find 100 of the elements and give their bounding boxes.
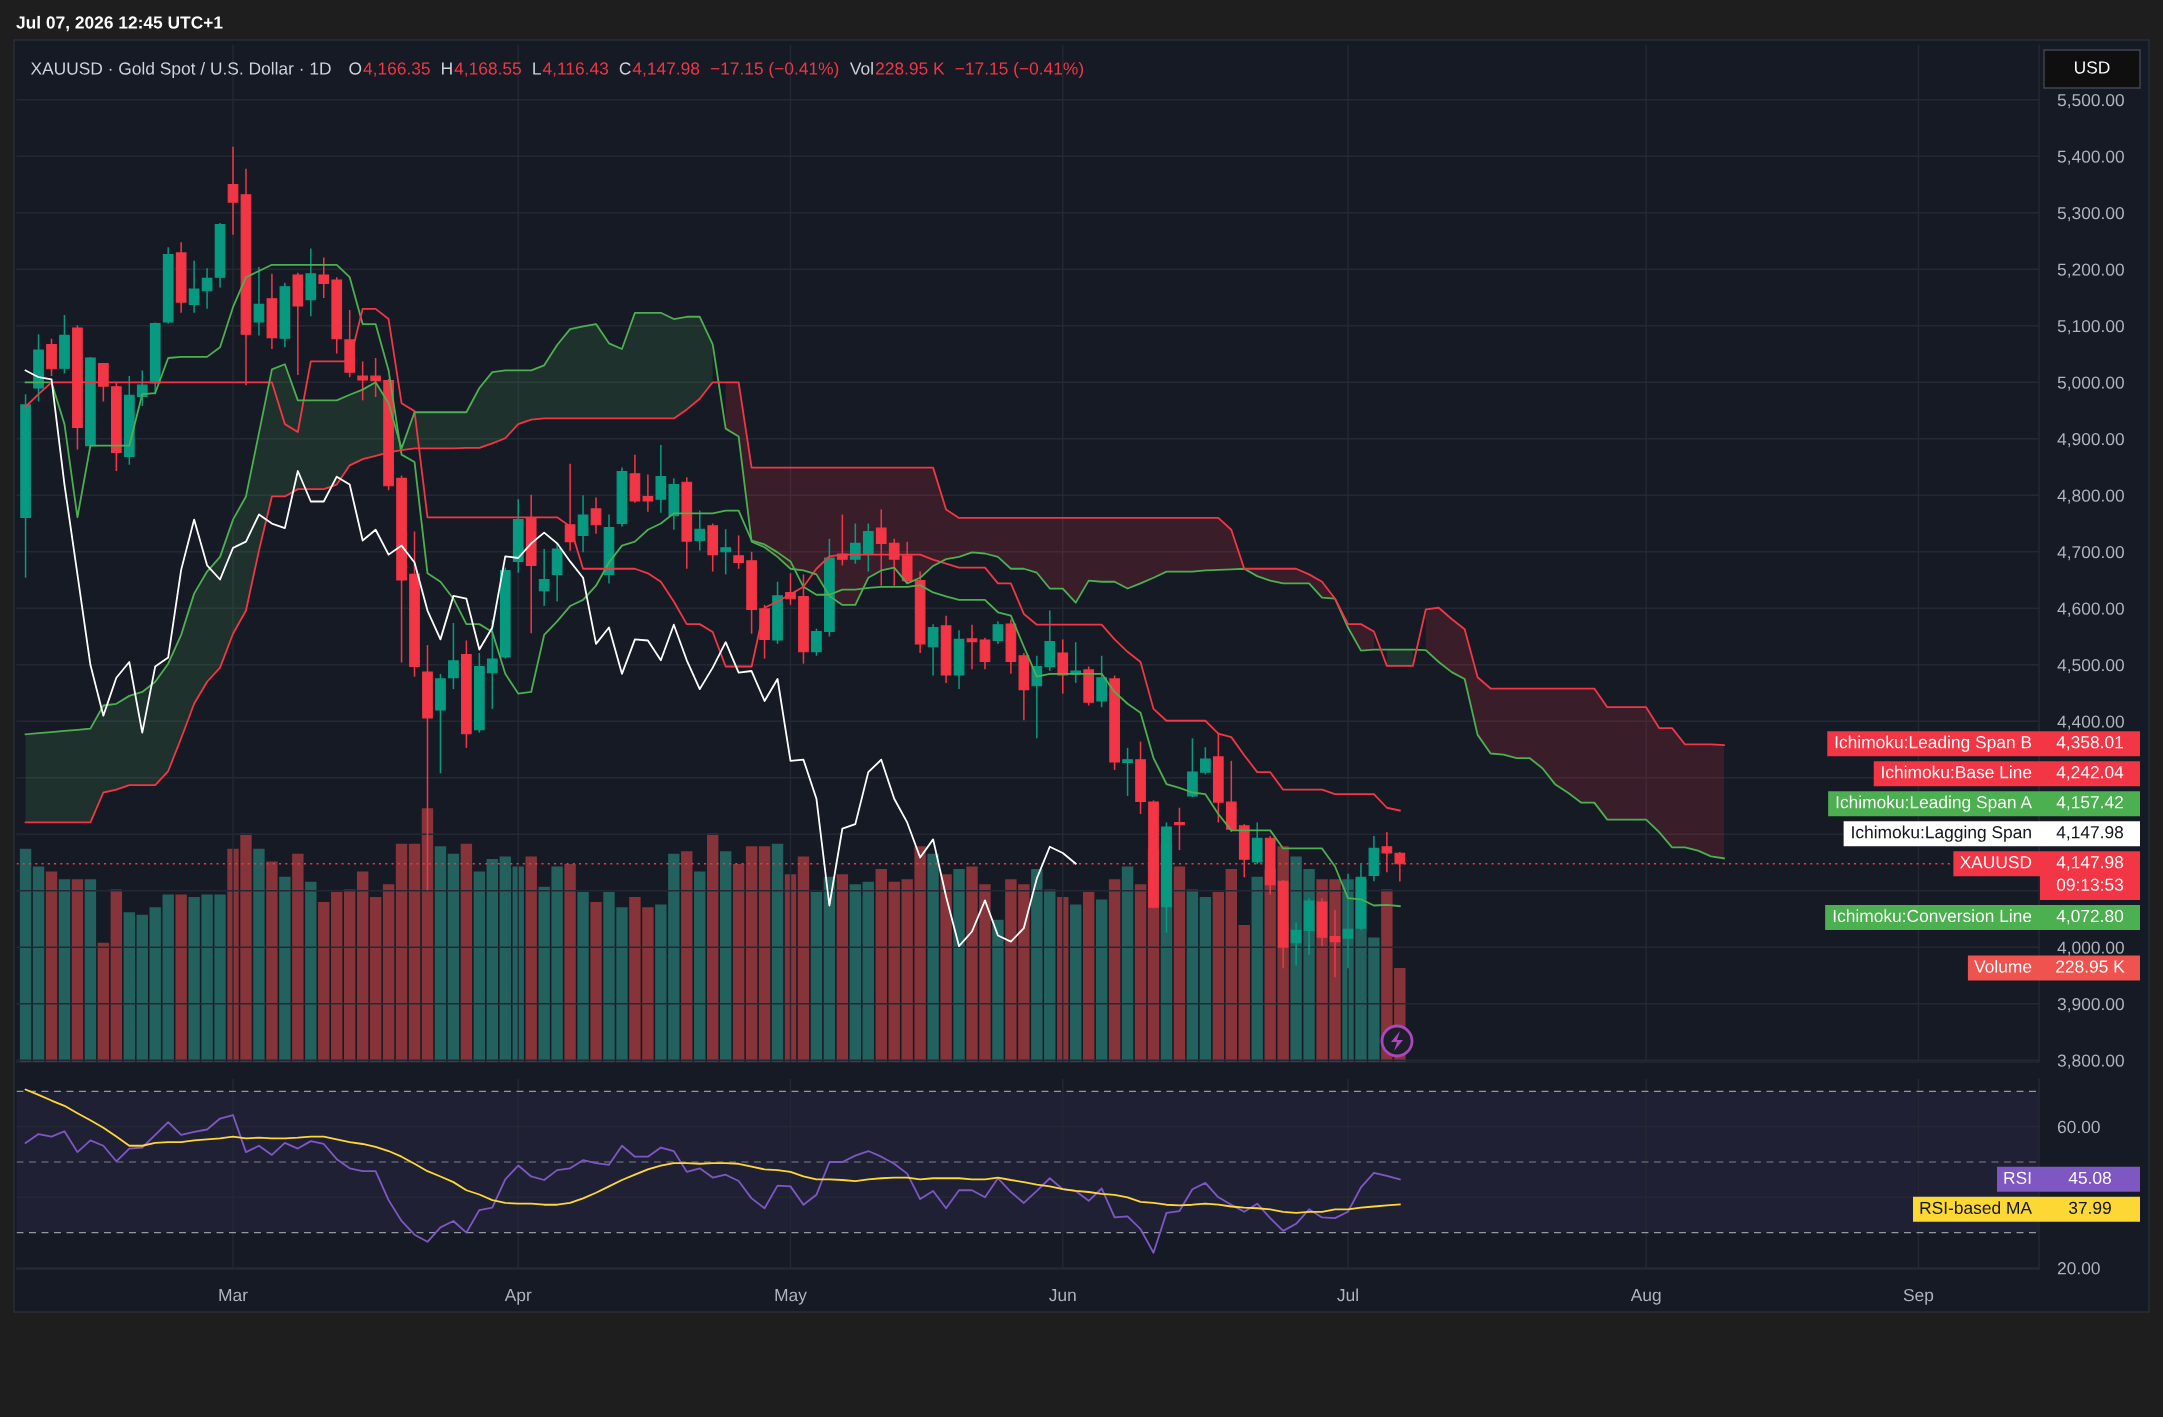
- x-tick-label: Jun: [1049, 1289, 1076, 1302]
- candlestick: [992, 620, 1004, 645]
- text: 45.08: [2068, 1171, 2111, 1185]
- bar: [707, 833, 719, 1062]
- bar: [305, 881, 317, 1062]
- bar: [1082, 891, 1095, 1062]
- candlestick: [370, 357, 381, 398]
- candlestick: [577, 494, 589, 554]
- text: Volume: [1974, 959, 2032, 973]
- text: Ichimoku:Leading Span B: [1835, 735, 2032, 752]
- text: Ichimoku:Leading Span A: [1836, 795, 2032, 812]
- candlestick: [875, 508, 887, 587]
- text: Ichimoku:Conversion Line: [1833, 909, 2032, 923]
- x-tick-label: Jul: [1337, 1288, 1358, 1302]
- candlestick: [1174, 806, 1185, 851]
- bar: [1199, 897, 1212, 1062]
- bar: [849, 884, 862, 1062]
- bar: [84, 879, 97, 1062]
- bar: [590, 902, 602, 1062]
- y-tick-label: 4,500.00: [2057, 658, 2124, 674]
- bar: [577, 891, 589, 1062]
- candlestick: [1200, 746, 1211, 776]
- bar: [45, 871, 58, 1062]
- text: XAUUSD · Gold Spot / U.S. Dollar · 1D: [30, 61, 331, 79]
- candlestick: [98, 362, 109, 403]
- bar: [810, 891, 823, 1062]
- bar: [460, 843, 473, 1062]
- candlestick: [694, 509, 706, 552]
- candlestick: [486, 618, 498, 710]
- x-tick-label: May: [775, 1289, 807, 1305]
- bar: [1173, 866, 1186, 1062]
- candlestick: [849, 522, 861, 565]
- bar: [110, 889, 123, 1062]
- bar: [1186, 889, 1199, 1062]
- annotation: L4,116.43: [533, 62, 609, 77]
- annotation: Vol228.95 K: [849, 61, 945, 75]
- bar: [343, 889, 356, 1062]
- text: 4,147.98: [2056, 856, 2124, 871]
- text: 37.99: [2068, 1201, 2111, 1215]
- bar: [732, 864, 745, 1062]
- bar: [1134, 884, 1147, 1062]
- bar: [1225, 869, 1237, 1062]
- candlestick: [1187, 737, 1198, 798]
- candlestick: [201, 267, 213, 310]
- y-tick-label: 4,800.00: [2057, 489, 2124, 504]
- candlestick: [357, 360, 369, 402]
- annotation: O4,166.35: [349, 62, 430, 77]
- line-series: [24, 1088, 1401, 1214]
- bar: [447, 853, 460, 1062]
- bar: [369, 897, 382, 1062]
- annotation: H4,168.55: [442, 62, 521, 77]
- candlestick: [655, 444, 667, 514]
- text: RSI: [2004, 1171, 2031, 1185]
- candlestick: [927, 623, 939, 677]
- bar: [32, 866, 45, 1062]
- bar: [564, 864, 576, 1062]
- candlestick: [1057, 638, 1069, 695]
- bar: [395, 843, 408, 1062]
- y-tick-label: 5,300.00: [2057, 206, 2124, 222]
- bar: [745, 846, 758, 1062]
- candlestick: [979, 636, 991, 671]
- x-tick-label: Mar: [219, 1289, 248, 1302]
- bar: [681, 851, 693, 1062]
- text: Ichimoku:Base Line: [1882, 765, 2032, 779]
- text: 228.95 K: [2056, 960, 2125, 973]
- text: 4,072.80: [2056, 909, 2124, 925]
- bar: [1070, 904, 1082, 1062]
- candlestick: [1122, 747, 1133, 797]
- bar: [266, 861, 278, 1062]
- bar: [927, 853, 939, 1062]
- candlestick: [966, 623, 978, 671]
- bar: [58, 879, 71, 1062]
- text: 4,242.04: [2056, 766, 2124, 781]
- y-tick-label: 5,000.00: [2057, 376, 2124, 391]
- bar: [797, 856, 810, 1062]
- x-tick-label: Aug: [1630, 1289, 1661, 1305]
- y-tick-label: 4,000.00: [2057, 941, 2124, 956]
- bar: [473, 871, 486, 1062]
- text: Jul 07, 2026 12:45 UTC+1: [16, 15, 223, 32]
- candlestick: [590, 496, 602, 535]
- candlestick: [538, 548, 550, 607]
- bar: [1095, 899, 1108, 1062]
- bar: [136, 914, 148, 1062]
- candlestick: [720, 528, 732, 576]
- bar: [875, 869, 887, 1062]
- candlestick: [811, 627, 822, 657]
- text: 09:13:53: [2056, 878, 2124, 891]
- bar: [331, 891, 343, 1062]
- y-tick-label: 5,100.00: [2057, 319, 2124, 335]
- candlestick: [1251, 821, 1263, 866]
- y-tick-label: 3,800.00: [2057, 1054, 2124, 1069]
- y-tick-label: 4,600.00: [2057, 602, 2124, 617]
- y-tick-label: 4,700.00: [2057, 545, 2124, 561]
- bar: [253, 848, 265, 1062]
- candlestick: [642, 473, 654, 513]
- bar: [940, 874, 952, 1062]
- y-tick-label: 4,900.00: [2057, 432, 2124, 448]
- candlestick: [862, 522, 874, 573]
- bar: [421, 808, 434, 1062]
- line-series: [24, 1114, 1401, 1254]
